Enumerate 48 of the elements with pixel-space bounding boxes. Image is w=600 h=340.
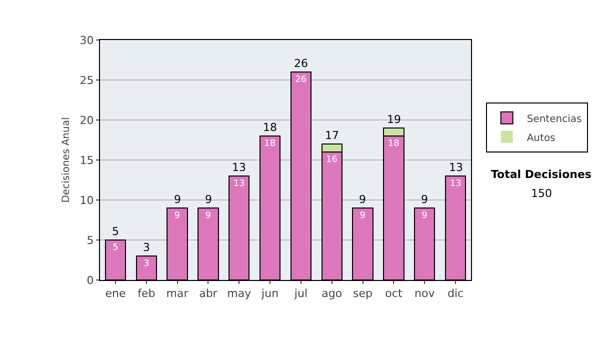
legend-label: Autos [526,132,556,144]
total-label: 9 [359,193,366,206]
data-label: 18 [264,139,276,149]
total-label: 9 [205,193,212,206]
total-label: 18 [263,121,277,134]
x-tick-label: mar [166,287,189,300]
x-tick-label: ene [105,287,126,300]
x-tick-label: jul [293,287,308,300]
data-label: 9 [205,211,212,221]
total-label: 19 [387,113,401,126]
y-axis-title: Decisiones Anual [60,117,72,203]
x-tick-label: nov [414,287,436,300]
data-label: 5 [112,243,118,253]
data-label: 13 [233,179,245,189]
y-tick-label: 0 [86,274,94,287]
total-label: 9 [421,193,428,206]
total-label: 17 [325,129,339,142]
text: Total Decisiones [491,168,592,181]
legend-label: Sentencias [526,114,582,125]
x-tick-label: sep [353,287,373,300]
y-tick-label: 5 [86,234,94,247]
y-tick-label: 30 [80,34,94,47]
y-tick-label: 20 [80,114,94,127]
data-label: 9 [422,211,428,221]
x-tick-label: oct [385,287,403,300]
total-label: 5 [112,225,119,238]
y-tick-label: 10 [80,194,94,207]
total-label: 9 [174,193,181,206]
data-label: 18 [388,139,400,149]
x-tick-label: feb [138,287,156,300]
data-label: 16 [326,155,338,165]
total-label: 13 [232,161,246,174]
x-tick-label: jun [260,287,279,300]
x-tick-label: abr [199,287,218,300]
x-tick-label: ago [322,287,342,300]
y-tick-label: 25 [80,74,94,87]
data-label: 9 [174,211,180,221]
x-tick-label: dic [447,287,464,300]
total-label: 26 [294,57,308,70]
y-tick-label: 15 [80,154,94,167]
data-label: 13 [450,179,462,189]
data-label: 9 [360,211,366,221]
x-tick-label: may [227,287,252,300]
data-label: 3 [144,259,150,269]
data-label: 26 [295,75,307,85]
total-label: 13 [449,161,463,174]
total-label: 3 [143,241,150,254]
text: 150 [531,187,552,200]
